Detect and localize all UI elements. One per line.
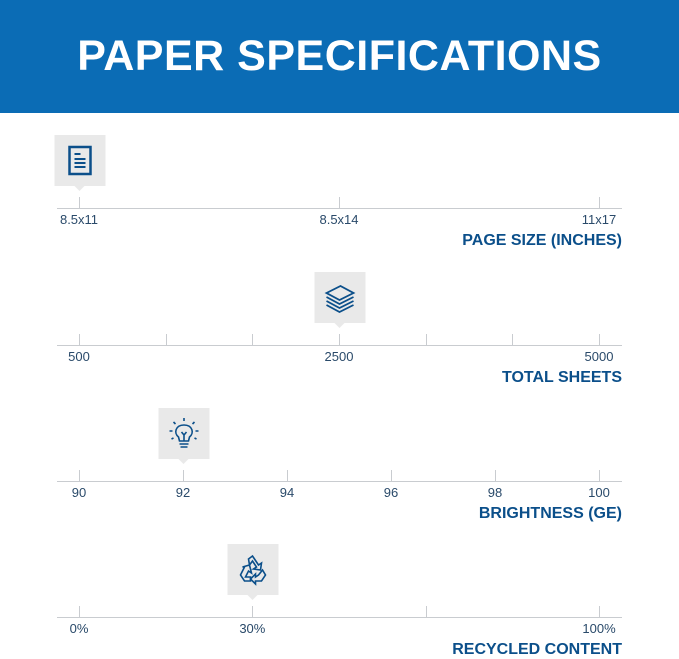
axis-tick bbox=[599, 470, 600, 482]
lightbulb-icon bbox=[169, 418, 198, 448]
spec-title: PAGE SIZE (INCHES) bbox=[462, 232, 622, 249]
axis-tick bbox=[79, 606, 80, 618]
tick-label: 0% bbox=[69, 621, 89, 636]
spec-title: TOTAL SHEETS bbox=[501, 369, 622, 386]
axis-tick bbox=[495, 470, 496, 482]
axis-tick bbox=[183, 470, 184, 482]
axis-tick bbox=[512, 334, 514, 346]
tick-label: 500 bbox=[68, 349, 90, 364]
axis-tick bbox=[599, 197, 600, 209]
axis-tick bbox=[599, 606, 600, 618]
tick-label: 8.5x14 bbox=[319, 212, 359, 227]
tick-label: 2500 bbox=[324, 349, 354, 364]
value-marker bbox=[54, 135, 105, 191]
value-marker bbox=[227, 544, 279, 600]
axis-tick bbox=[79, 334, 80, 346]
axis-tick bbox=[287, 470, 288, 482]
spec-title: RECYCLED CONTENT bbox=[452, 641, 622, 658]
page-title: PAPER SPECIFICATIONS bbox=[0, 0, 679, 113]
tick-label: 90 bbox=[71, 485, 87, 500]
tick-label: 98 bbox=[487, 485, 503, 500]
spec-axis bbox=[57, 617, 622, 618]
tick-label: 8.5x11 bbox=[59, 212, 99, 227]
value-marker bbox=[158, 408, 209, 464]
axis-tick bbox=[252, 334, 254, 346]
value-marker bbox=[314, 272, 365, 328]
tick-label: 96 bbox=[383, 485, 399, 500]
axis-tick bbox=[165, 334, 167, 346]
axis-tick bbox=[391, 470, 392, 482]
tick-label: 100% bbox=[582, 621, 616, 636]
spec-axis bbox=[57, 481, 622, 482]
axis-tick bbox=[339, 197, 340, 209]
axis-tick bbox=[425, 606, 427, 618]
recycle-icon bbox=[239, 554, 267, 586]
spec-title: BRIGHTNESS (GE) bbox=[478, 505, 622, 522]
axis-tick bbox=[425, 334, 427, 346]
tick-label: 5000 bbox=[584, 349, 614, 364]
tick-label: 11x17 bbox=[581, 212, 617, 227]
document-icon bbox=[67, 145, 92, 176]
axis-tick bbox=[79, 197, 80, 209]
axis-tick bbox=[252, 606, 254, 618]
axis-tick bbox=[339, 334, 340, 346]
tick-label: 30% bbox=[239, 621, 266, 636]
axis-tick bbox=[599, 334, 600, 346]
tick-label: 92 bbox=[175, 485, 191, 500]
tick-label: 100 bbox=[588, 485, 610, 500]
paper-stack-icon bbox=[324, 284, 355, 314]
tick-label: 94 bbox=[279, 485, 295, 500]
axis-tick bbox=[79, 470, 80, 482]
